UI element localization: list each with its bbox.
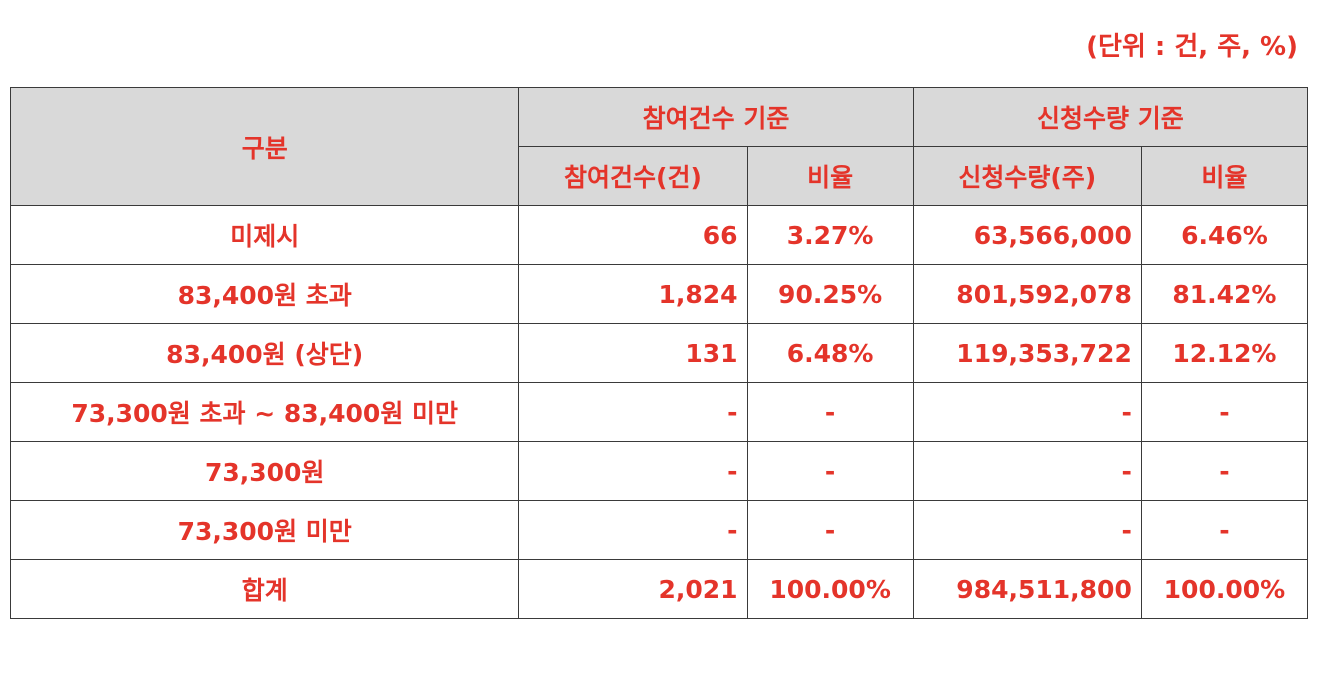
- row-qty: -: [912, 441, 1142, 501]
- table-row: 83,400원 (상단) 131 6.48% 119,353,722 12.12…: [9, 323, 1309, 383]
- row-count-ratio: 100.00%: [746, 559, 914, 619]
- row-qty: 801,592,078: [912, 264, 1142, 324]
- table-row: 83,400원 초과 1,824 90.25% 801,592,078 81.4…: [9, 264, 1309, 324]
- header-qty: 신청수량(주): [912, 146, 1142, 206]
- row-label: 73,300원 초과 ~ 83,400원 미만: [9, 382, 520, 442]
- row-count: -: [518, 382, 748, 442]
- header-group-count: 참여건수 기준: [518, 87, 914, 147]
- row-qty: -: [912, 382, 1142, 442]
- row-label: 83,400원 초과: [9, 264, 520, 324]
- header-group-qty: 신청수량 기준: [912, 87, 1309, 147]
- row-qty: 119,353,722: [912, 323, 1142, 383]
- header-count-ratio: 비율: [746, 146, 914, 206]
- table-row: 미제시 66 3.27% 63,566,000 6.46%: [9, 205, 1309, 265]
- row-count-ratio: 90.25%: [746, 264, 914, 324]
- row-label: 73,300원 미만: [9, 500, 520, 560]
- row-qty: 63,566,000: [912, 205, 1142, 265]
- row-label: 83,400원 (상단): [9, 323, 520, 383]
- header-count: 참여건수(건): [518, 146, 748, 206]
- row-count: 1,824: [518, 264, 748, 324]
- row-qty-ratio: 100.00%: [1140, 559, 1309, 619]
- row-count: 131: [518, 323, 748, 383]
- row-qty-ratio: -: [1140, 382, 1309, 442]
- row-qty-ratio: -: [1140, 500, 1309, 560]
- row-count-ratio: -: [746, 382, 914, 442]
- row-qty-ratio: 81.42%: [1140, 264, 1309, 324]
- row-count-ratio: -: [746, 500, 914, 560]
- row-count-ratio: 6.48%: [746, 323, 914, 383]
- row-label: 73,300원: [9, 441, 520, 501]
- row-qty: -: [912, 500, 1142, 560]
- header-category: 구분: [9, 87, 520, 206]
- row-qty-ratio: -: [1140, 441, 1309, 501]
- row-count: -: [518, 441, 748, 501]
- table-row: 73,300원 미만 - - - -: [9, 500, 1309, 560]
- row-count: -: [518, 500, 748, 560]
- header-qty-ratio: 비율: [1140, 146, 1309, 206]
- row-label: 미제시: [9, 205, 520, 265]
- table-row: 73,300원 - - - -: [9, 441, 1309, 501]
- table-row-total: 합계 2,021 100.00% 984,511,800 100.00%: [9, 559, 1309, 619]
- row-qty: 984,511,800: [912, 559, 1142, 619]
- unit-note: (단위 : 건, 주, %): [1086, 32, 1298, 62]
- row-label: 합계: [9, 559, 520, 619]
- row-count: 2,021: [518, 559, 748, 619]
- row-count: 66: [518, 205, 748, 265]
- demand-forecast-table: 구분 참여건수 기준 신청수량 기준 참여건수(건) 비율 신청수량(주) 비율…: [9, 87, 1309, 619]
- row-qty-ratio: 12.12%: [1140, 323, 1309, 383]
- row-count-ratio: 3.27%: [746, 205, 914, 265]
- row-count-ratio: -: [746, 441, 914, 501]
- table-row: 73,300원 초과 ~ 83,400원 미만 - - - -: [9, 382, 1309, 442]
- row-qty-ratio: 6.46%: [1140, 205, 1309, 265]
